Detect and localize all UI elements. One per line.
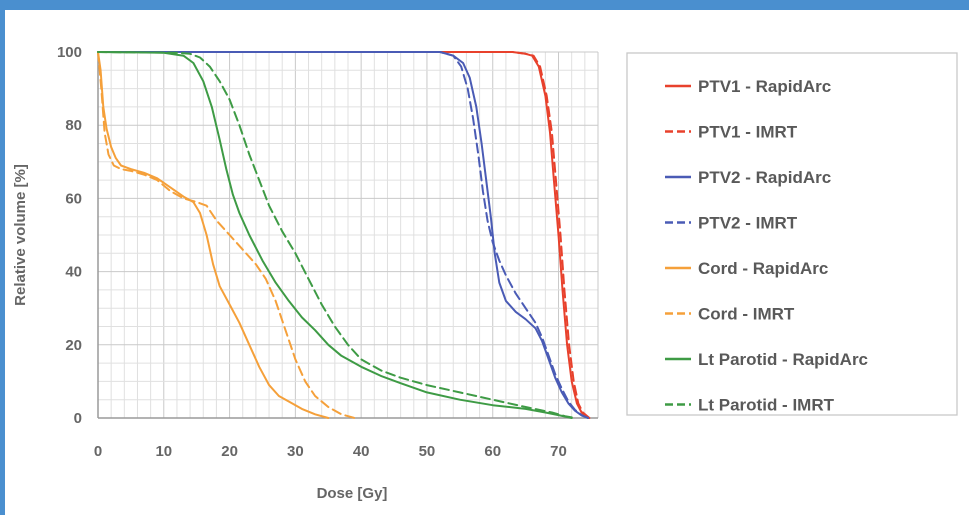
legend-label-6: Lt Parotid - RapidArc — [698, 350, 868, 369]
legend-label-7: Lt Parotid - IMRT — [698, 396, 835, 415]
y-tick-label: 40 — [65, 264, 82, 281]
axes — [97, 52, 598, 419]
y-axis-title: Relative volume [%] — [12, 164, 29, 306]
legend-label-0: PTV1 - RapidArc — [698, 77, 831, 96]
series-line-5 — [97, 51, 356, 419]
x-tick-label: 20 — [221, 443, 238, 460]
tick-labels: 0 10 20 30 40 50 60 70 0 20 40 60 80 100 — [57, 44, 567, 460]
legend-box — [626, 52, 958, 416]
legend: PTV1 - RapidArc PTV1 - IMRT PTV2 - RapidAr… — [626, 52, 958, 416]
y-tick-label: 0 — [74, 410, 82, 427]
legend-label-3: PTV2 - IMRT — [698, 214, 798, 233]
x-tick-label: 60 — [484, 443, 501, 460]
x-tick-label: 70 — [550, 443, 567, 460]
series-line-1 — [97, 51, 591, 419]
legend-label-5: Cord - IMRT — [698, 305, 795, 324]
legend-label-4: Cord - RapidArc — [698, 259, 828, 278]
x-tick-label: 0 — [94, 443, 102, 460]
y-tick-label: 80 — [65, 117, 82, 134]
series-line-0 — [97, 51, 590, 419]
x-tick-label: 10 — [155, 443, 172, 460]
x-tick-label: 50 — [419, 443, 436, 460]
y-tick-label: 60 — [65, 190, 82, 207]
series-line-3 — [97, 51, 590, 419]
legend-label-1: PTV1 - IMRT — [698, 123, 798, 142]
chart-frame: 0 10 20 30 40 50 60 70 0 20 40 60 80 100 Dose [Gy] Re… — [5, 10, 969, 515]
y-tick-label: 20 — [65, 337, 82, 354]
x-axis-title: Dose [Gy] — [317, 485, 388, 502]
dose-volume-chart: 0 10 20 30 40 50 60 70 0 20 40 60 80 100 Dose [Gy] Re… — [12, 44, 958, 502]
legend-label-2: PTV2 - RapidArc — [698, 168, 831, 187]
x-tick-label: 40 — [353, 443, 370, 460]
grid — [98, 51, 599, 418]
series-line-2 — [97, 51, 590, 419]
series-lines — [97, 51, 591, 419]
series-line-7 — [97, 51, 576, 419]
series-line-4 — [97, 51, 330, 419]
y-tick-label: 100 — [57, 44, 82, 61]
x-tick-label: 30 — [287, 443, 304, 460]
series-line-6 — [97, 51, 573, 419]
